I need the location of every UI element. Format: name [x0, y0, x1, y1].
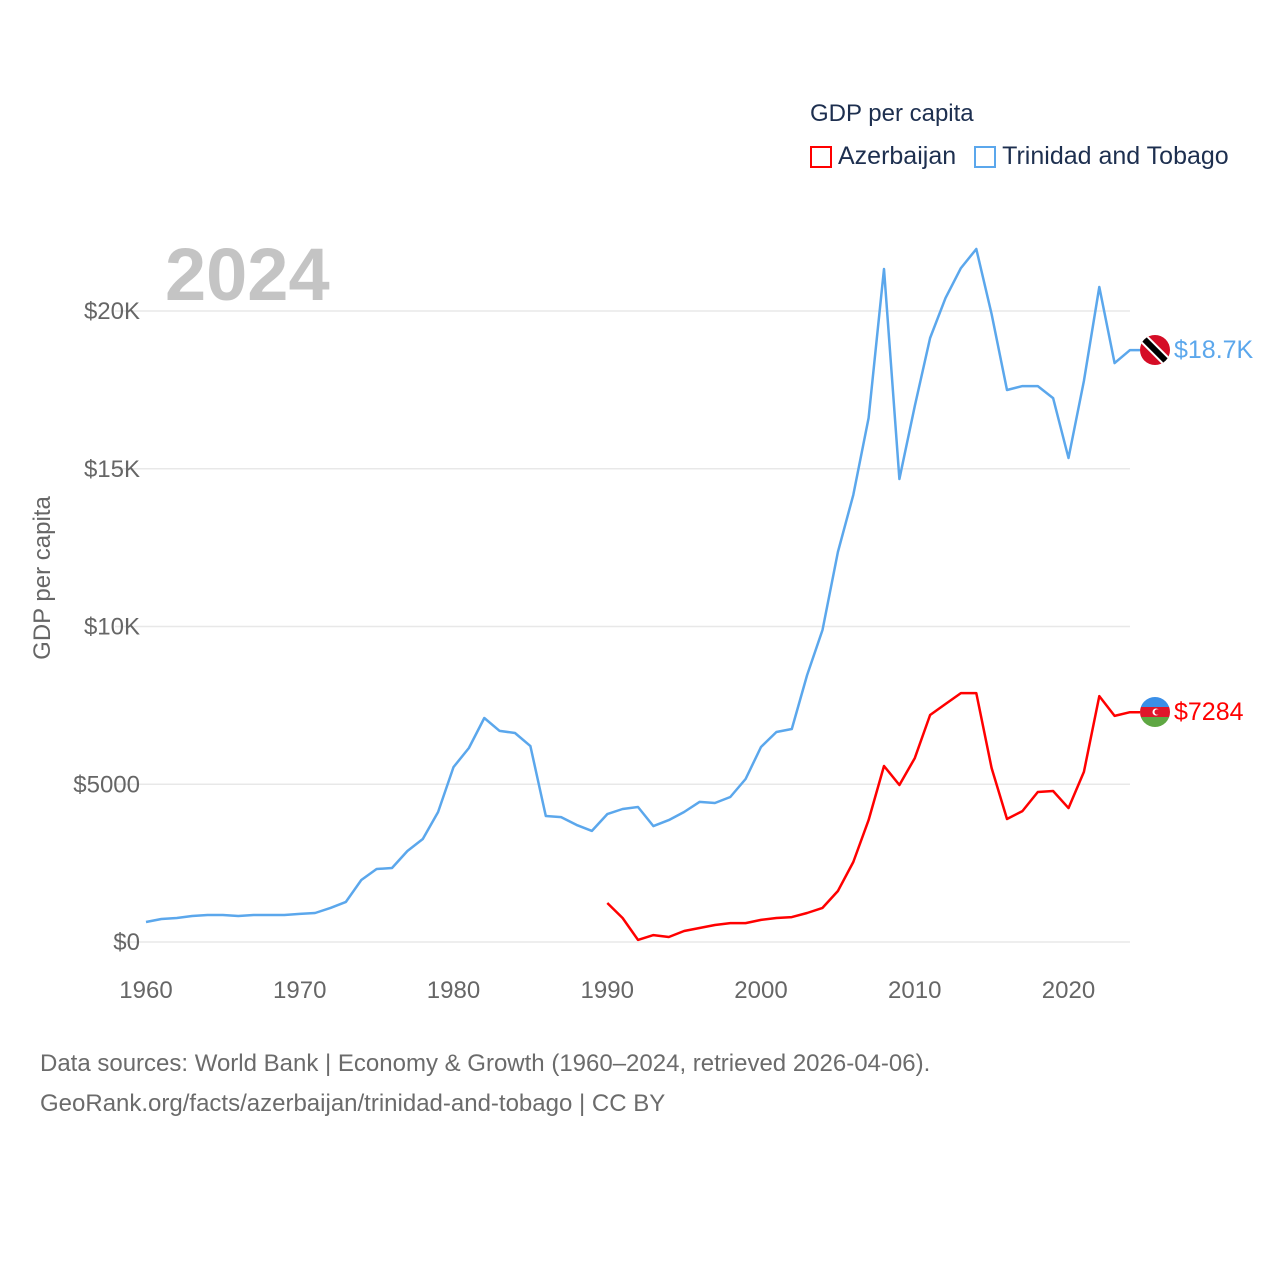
source-note: Data sources: World Bank | Economy & Gro…: [40, 1044, 930, 1124]
x-tick-label: 2020: [1042, 977, 1095, 1004]
x-tick-label: 1990: [581, 977, 634, 1004]
series-lines: [145, 247, 1140, 942]
series-line-trinidad-and-tobago: [145, 247, 1140, 924]
x-tick-label: 1960: [119, 977, 172, 1004]
legend-swatch-azerbaijan: [810, 145, 832, 168]
y-axis-ticks: $0 $5000 $10K $15K $20K: [73, 298, 140, 956]
y-tick-label: $20K: [84, 298, 140, 325]
legend-item-azerbaijan[interactable]: Azerbaijan: [810, 142, 956, 171]
x-tick-label: 2000: [734, 977, 787, 1004]
x-tick-label: 1980: [427, 977, 480, 1004]
legend: Azerbaijan Trinidad and Tobago: [810, 142, 1229, 171]
legend-item-trinidad[interactable]: Trinidad and Tobago: [974, 142, 1229, 171]
x-axis-ticks: 1960 1970 1980 1990 2000 2010 2020: [119, 977, 1095, 1004]
end-value-label: $18.7K: [1174, 336, 1254, 364]
legend-label: Trinidad and Tobago: [1002, 142, 1229, 170]
azerbaijan-flag-icon: [1140, 697, 1170, 727]
source-line-2: GeoRank.org/facts/azerbaijan/trinidad-an…: [40, 1090, 666, 1117]
grid: [115, 310, 1130, 943]
legend-title: GDP per capita: [810, 100, 974, 127]
y-tick-label: $5000: [73, 771, 140, 798]
legend-label: Azerbaijan: [838, 142, 957, 170]
y-tick-label: $10K: [84, 614, 140, 641]
source-line-1: Data sources: World Bank | Economy & Gro…: [40, 1050, 931, 1077]
end-value-label: $7284: [1174, 698, 1244, 726]
y-tick-label: $0: [113, 929, 140, 956]
year-watermark: 2024: [165, 233, 330, 316]
series-line-azerbaijan: [606, 691, 1140, 942]
end-labels: $7284 $18.7K: [1174, 336, 1254, 726]
y-axis-label: GDP per capita: [29, 496, 56, 660]
y-tick-label: $15K: [84, 456, 140, 483]
legend-swatch-trinidad: [974, 145, 997, 168]
trinidad-flag-icon: [1140, 335, 1170, 365]
x-tick-label: 1970: [273, 977, 326, 1004]
x-tick-label: 2010: [888, 977, 941, 1004]
